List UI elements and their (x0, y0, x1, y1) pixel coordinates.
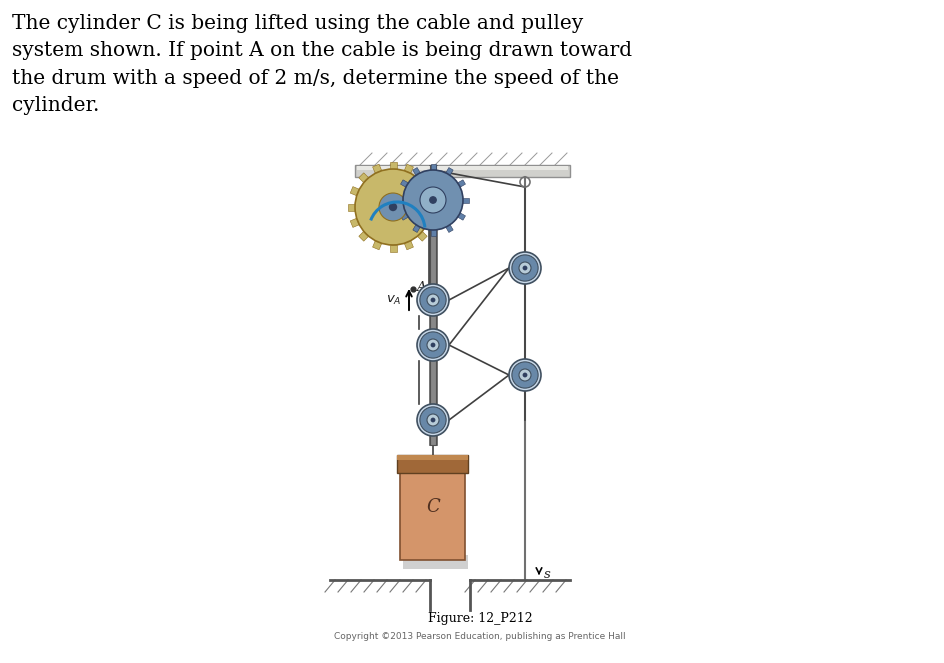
Polygon shape (404, 241, 413, 250)
Polygon shape (389, 245, 396, 252)
Circle shape (430, 298, 435, 302)
Polygon shape (372, 164, 381, 173)
Bar (396, 455, 467, 473)
Circle shape (416, 329, 448, 361)
Circle shape (379, 193, 407, 221)
Bar (396, 455, 467, 460)
Circle shape (355, 169, 430, 245)
Polygon shape (359, 173, 368, 182)
Circle shape (512, 255, 537, 281)
Polygon shape (417, 231, 427, 241)
Circle shape (427, 339, 439, 351)
Text: C: C (426, 498, 439, 516)
Circle shape (509, 359, 540, 391)
Bar (429, 165, 436, 445)
Text: Figure: 12_P212: Figure: 12_P212 (428, 612, 531, 625)
Circle shape (419, 187, 446, 213)
Polygon shape (396, 198, 404, 202)
Polygon shape (445, 168, 453, 176)
Polygon shape (427, 218, 435, 227)
Circle shape (429, 196, 436, 204)
Polygon shape (456, 180, 465, 188)
Polygon shape (430, 164, 435, 171)
Circle shape (388, 203, 396, 211)
Circle shape (427, 294, 439, 306)
Polygon shape (359, 231, 368, 241)
Bar (357, 166, 567, 170)
Polygon shape (456, 212, 465, 220)
Polygon shape (389, 162, 396, 169)
Bar (399, 467, 464, 560)
Circle shape (430, 343, 435, 347)
Circle shape (522, 266, 527, 271)
Bar (355, 165, 569, 177)
Circle shape (416, 404, 448, 436)
Text: The cylinder C is being lifted using the cable and pulley
system shown. If point: The cylinder C is being lifted using the… (12, 14, 632, 115)
Polygon shape (400, 212, 409, 220)
Polygon shape (430, 229, 435, 236)
Polygon shape (400, 180, 409, 188)
Circle shape (518, 369, 531, 381)
Circle shape (518, 262, 531, 274)
Text: $v_A$: $v_A$ (386, 294, 401, 306)
Polygon shape (347, 204, 355, 210)
Circle shape (427, 414, 439, 426)
Text: A: A (415, 280, 425, 294)
Circle shape (402, 170, 463, 230)
Polygon shape (430, 204, 437, 210)
Circle shape (512, 362, 537, 388)
Circle shape (416, 284, 448, 316)
Polygon shape (462, 198, 468, 202)
Circle shape (419, 287, 446, 313)
Circle shape (419, 407, 446, 433)
Bar (402, 555, 467, 569)
Polygon shape (372, 241, 381, 250)
Polygon shape (350, 218, 359, 227)
Circle shape (430, 418, 435, 422)
Polygon shape (413, 168, 420, 176)
Text: s: s (544, 568, 550, 581)
Text: Copyright ©2013 Pearson Education, publishing as Prentice Hall: Copyright ©2013 Pearson Education, publi… (334, 632, 625, 641)
Polygon shape (413, 224, 420, 233)
Polygon shape (445, 224, 453, 233)
Polygon shape (350, 186, 359, 196)
Circle shape (419, 332, 446, 358)
Polygon shape (404, 164, 413, 173)
Polygon shape (417, 173, 427, 182)
Circle shape (509, 252, 540, 284)
Circle shape (522, 373, 527, 377)
Bar (430, 165, 435, 445)
Polygon shape (427, 186, 435, 196)
